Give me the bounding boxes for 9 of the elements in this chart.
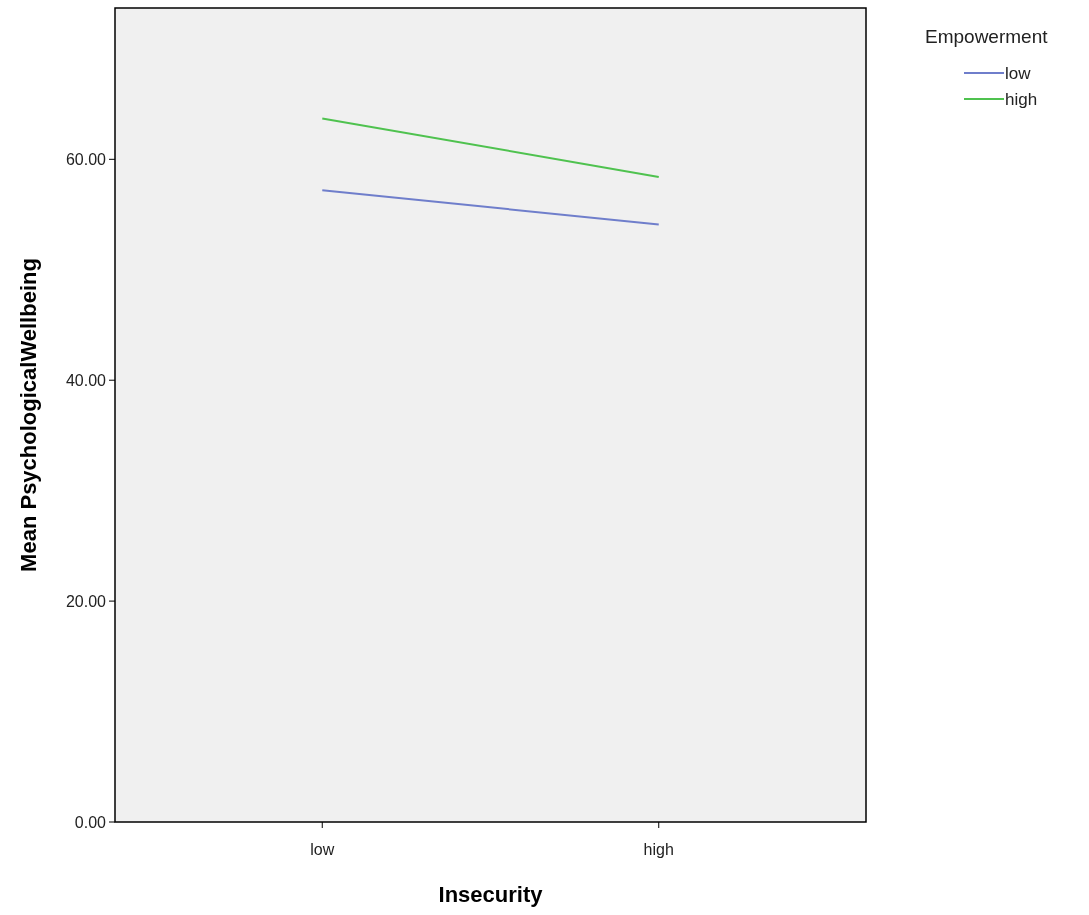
y-tick-label: 0.00 bbox=[74, 813, 107, 831]
y-tick-label: 20.00 bbox=[65, 592, 107, 610]
x-axis-title: Insecurity bbox=[438, 882, 544, 907]
y-tick-label: 40.00 bbox=[65, 371, 107, 389]
legend-label: low bbox=[1005, 63, 1032, 83]
y-axis-title: Mean PsychologicalWellbeing bbox=[16, 258, 41, 572]
y-tick-label: 60.00 bbox=[65, 150, 107, 168]
legend-title: Empowerment bbox=[925, 26, 1049, 47]
legend-label: high bbox=[1005, 89, 1038, 109]
